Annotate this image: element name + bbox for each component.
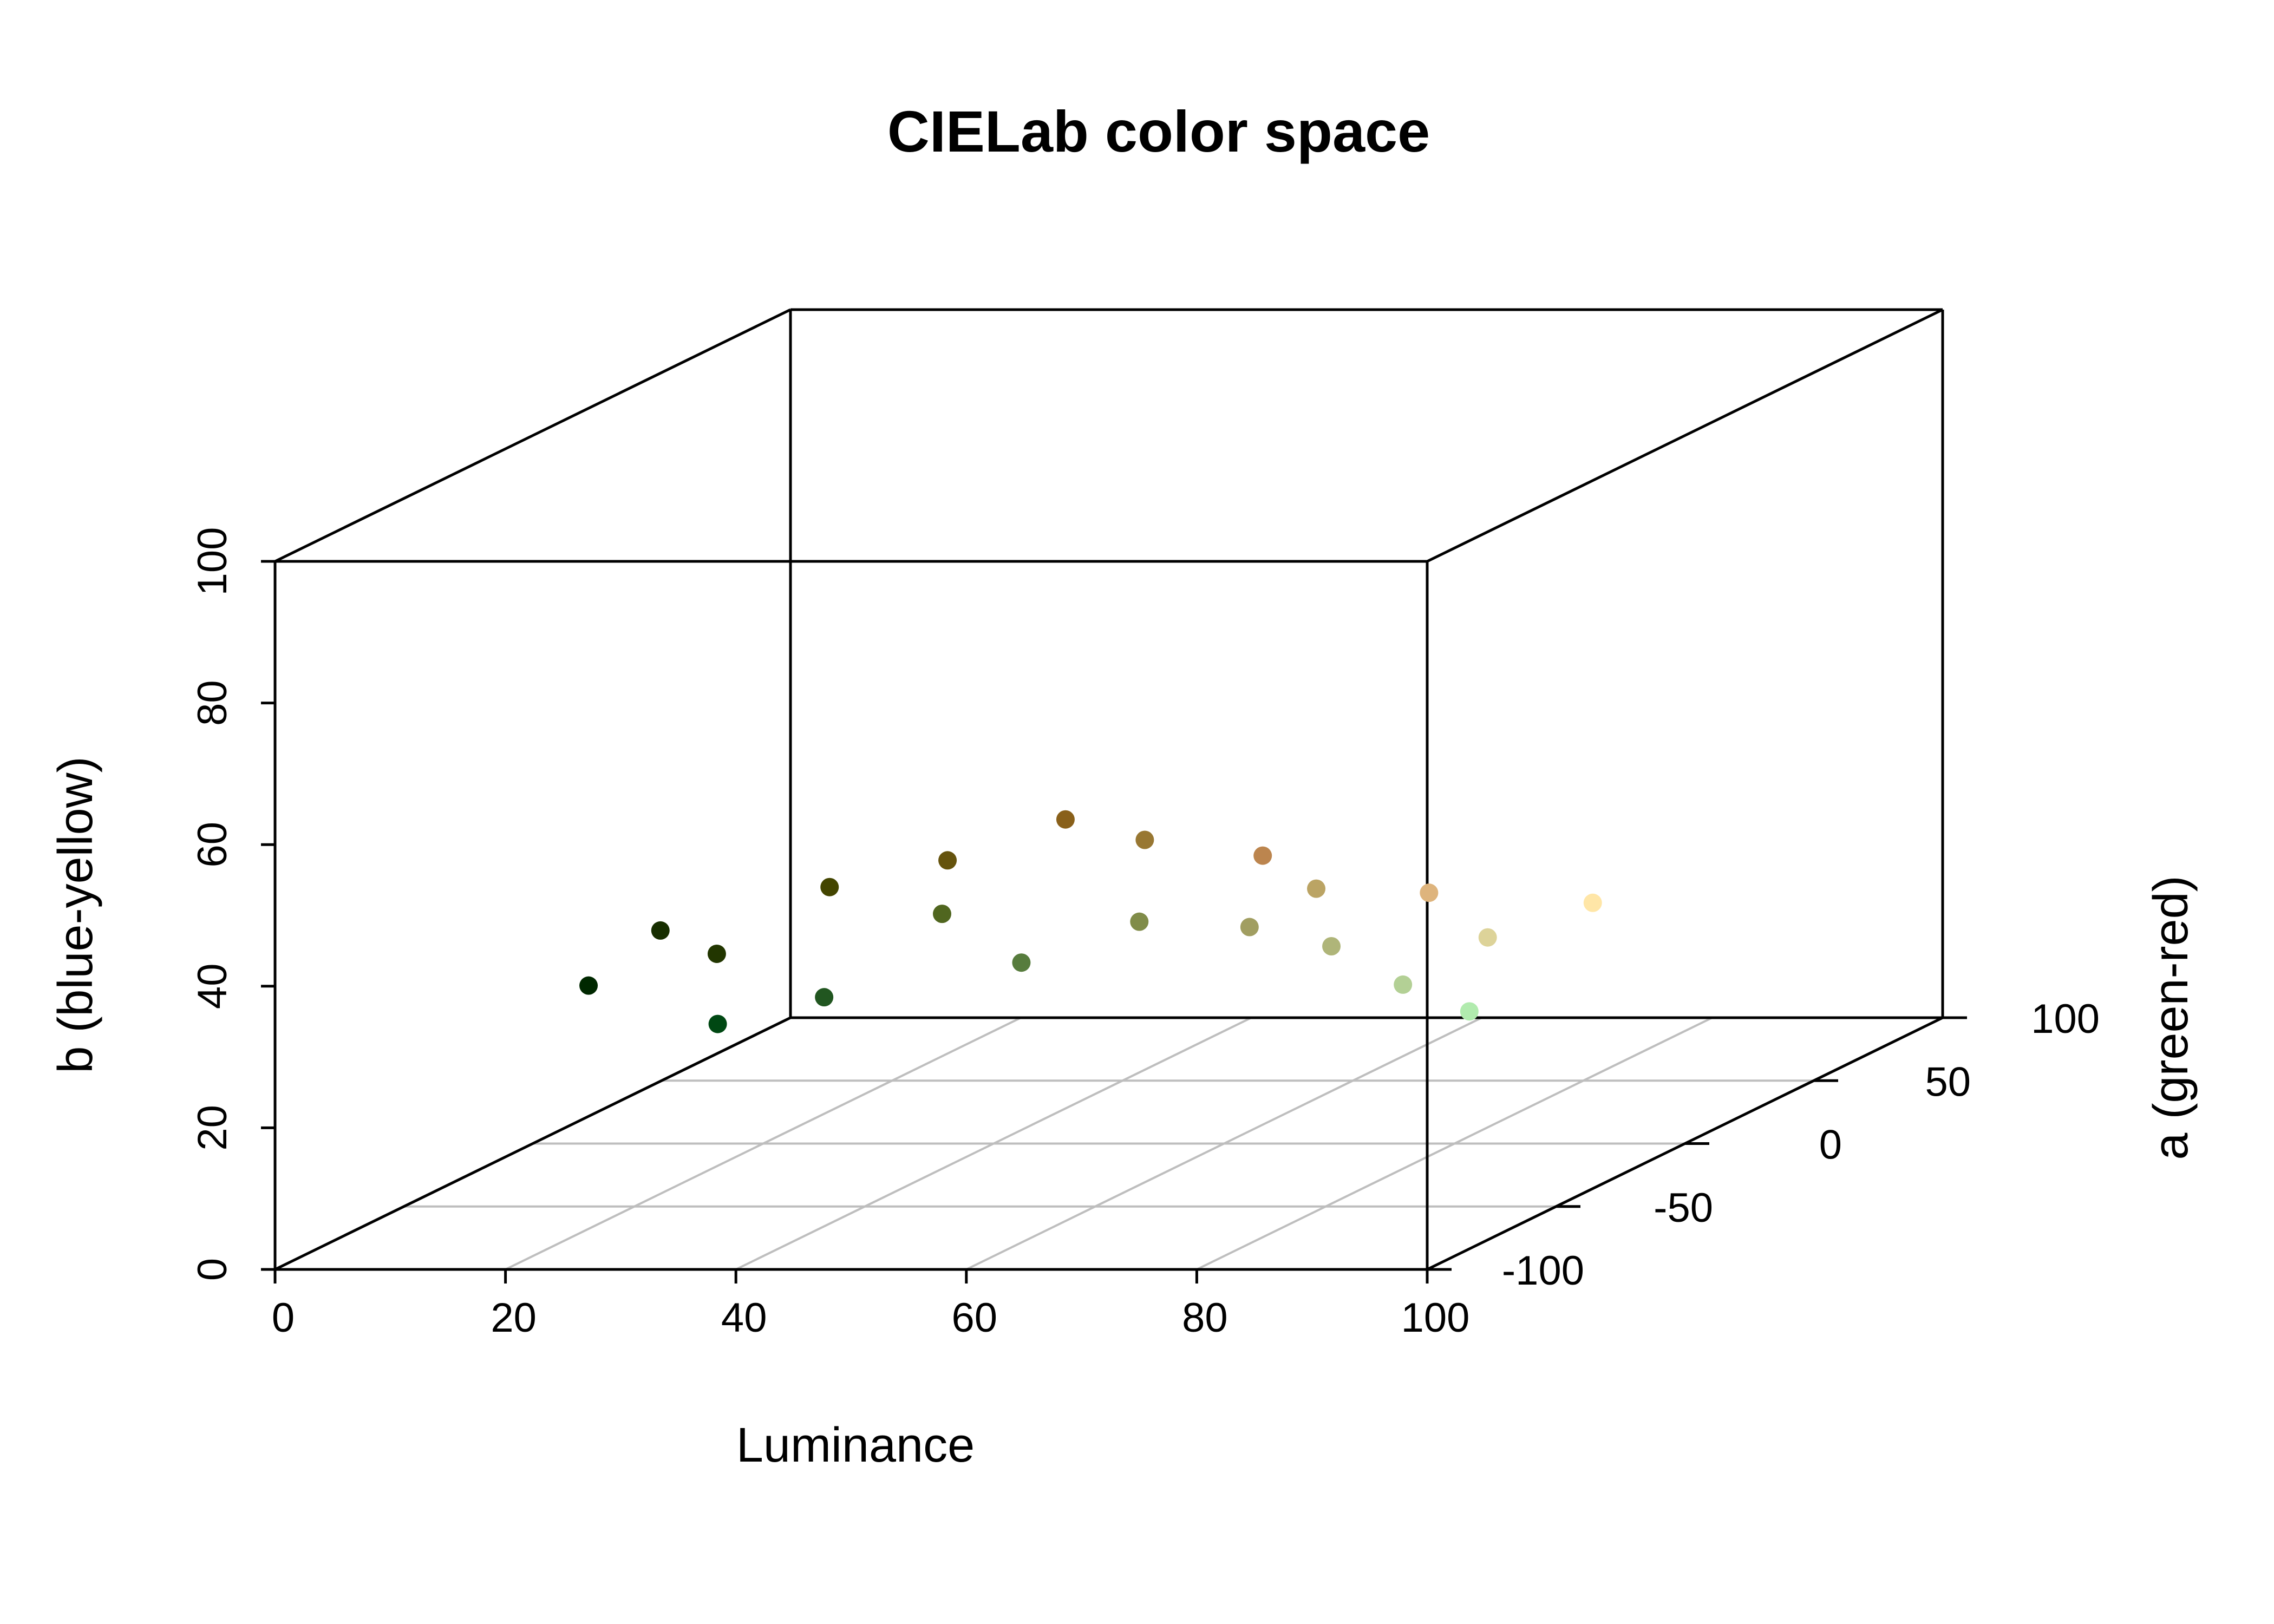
data-point [1130,912,1149,931]
data-point [1307,879,1326,898]
z-tick-label: 60 [190,822,236,868]
data-point [651,921,670,940]
x-tick-label: 60 [952,1295,998,1341]
z-tick-label: 100 [190,527,236,596]
x-axis-title: Luminance [736,1418,975,1472]
y-tick-label: -50 [1654,1185,1713,1231]
box-edge [1426,308,1944,563]
data-point [708,1014,727,1033]
y-axis-title: a (green-red) [2144,875,2198,1160]
data-point [1012,953,1031,972]
y-tick-label: -100 [1502,1248,1584,1294]
data-point [1135,830,1154,849]
floor-grid [404,1017,1814,1271]
data-point [938,851,957,870]
data-point [1420,883,1439,902]
data-point [1460,1002,1479,1021]
data-point [1253,846,1272,865]
data-point [933,905,951,924]
chart-title: CIELab color space [887,99,1430,164]
data-point [1056,810,1075,829]
x-tick-label: 0 [272,1295,295,1341]
z-tick-label: 20 [190,1105,236,1151]
data-point [1583,893,1602,912]
data-point [1322,937,1341,955]
x-tick-label: 20 [491,1295,537,1341]
z-tick-label: 80 [190,680,236,726]
x-tick-label: 40 [721,1295,767,1341]
x-tick-label: 100 [1401,1295,1470,1341]
data-point [1394,975,1413,994]
data-point [820,878,839,896]
z-axis-title: b (blue-yellow) [49,756,103,1073]
data-point [579,976,598,995]
z-tick-label: 0 [190,1258,236,1281]
y-tick-label: 50 [1925,1059,1971,1105]
data-point [1240,918,1259,937]
axis-ticks: 0 20 40 60 80 100 0 20 40 60 80 100 -100 -50 0 50 100 [190,527,2100,1341]
y-tick-label: 0 [1819,1122,1842,1168]
box-edge [274,1016,792,1271]
data-points [579,810,1602,1033]
data-point [707,944,726,963]
y-tick-label: 100 [2031,996,2100,1042]
z-tick-label: 40 [190,964,236,1010]
data-point [815,988,834,1007]
data-point [1478,928,1497,947]
x-tick-label: 80 [1182,1295,1228,1341]
box-edge [274,308,792,563]
